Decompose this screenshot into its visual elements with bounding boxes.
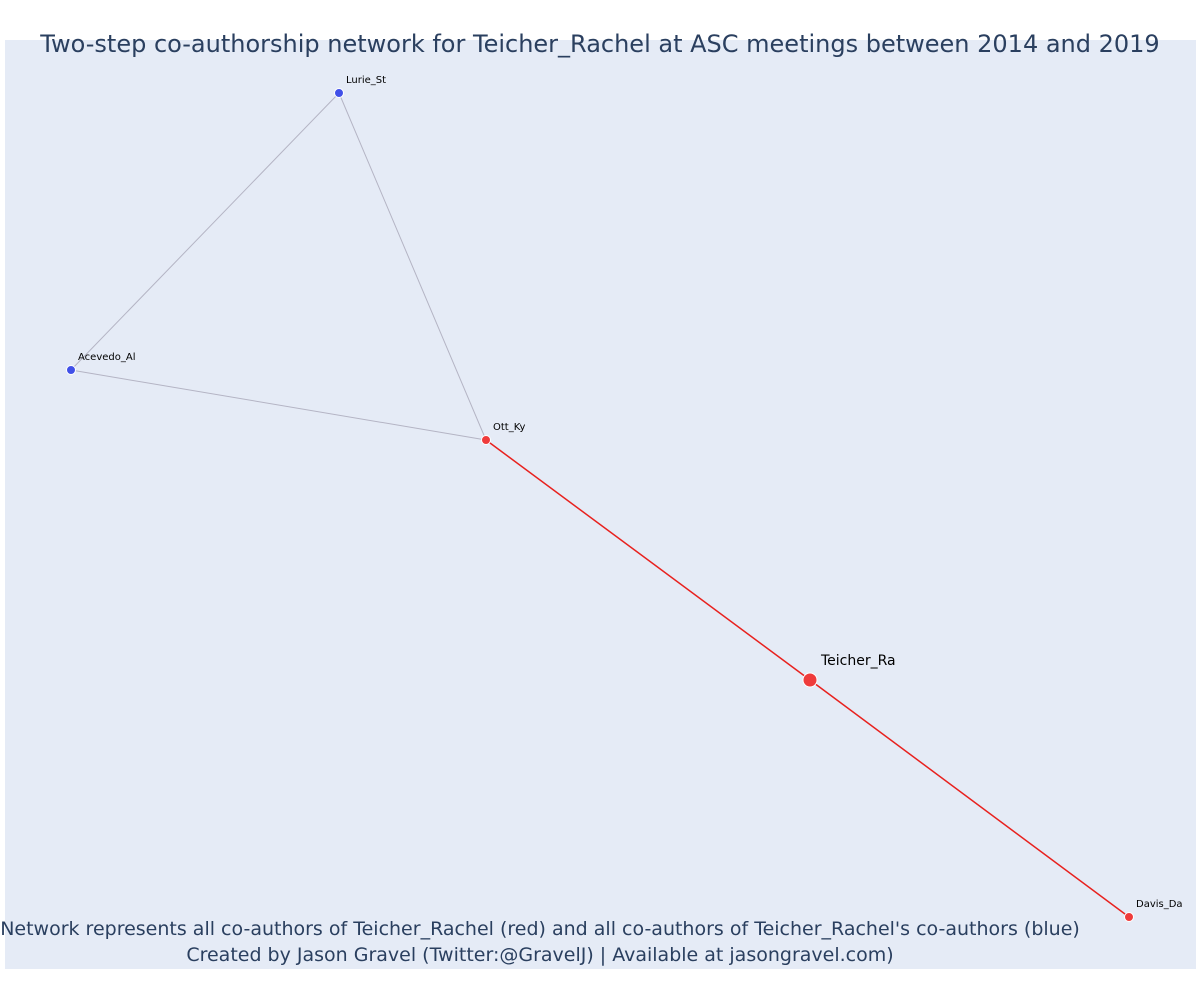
- node-label-davis_da: Davis_Da: [1136, 899, 1183, 910]
- edges-layer: [70, 92, 1130, 918]
- edge-teicher_ra-davis_da: [809, 679, 1130, 918]
- node-label-ott_ky: Ott_Ky: [493, 422, 526, 433]
- caption-credit: Created by Jason Gravel (Twitter:@Gravel…: [186, 944, 894, 966]
- edge-ott_ky-teicher_ra: [485, 439, 811, 681]
- node-teicher_ra[interactable]: [802, 672, 818, 688]
- nodes-layer: [66, 88, 1134, 922]
- node-acevedo_al[interactable]: [66, 365, 76, 375]
- edge-lurie_st-ott_ky: [338, 92, 487, 441]
- node-label-lurie_st: Lurie_St: [346, 75, 386, 86]
- edge-lurie_st-acevedo_al: [70, 92, 340, 371]
- node-ott_ky[interactable]: [481, 435, 491, 445]
- node-davis_da[interactable]: [1124, 912, 1134, 922]
- labels-layer: Lurie_St Acevedo_Al Ott_Ky Teicher_Ra Davis_…: [78, 75, 1183, 910]
- edge-acevedo_al-ott_ky: [70, 369, 487, 441]
- node-label-acevedo_al: Acevedo_Al: [78, 352, 135, 363]
- caption-description: Network represents all co-authors of Tei…: [0, 918, 1080, 940]
- chart-title: Two-step co-authorship network for Teich…: [40, 30, 1160, 58]
- node-label-teicher_ra: Teicher_Ra: [820, 653, 896, 669]
- plot-background: [5, 40, 1196, 969]
- node-lurie_st[interactable]: [334, 88, 344, 98]
